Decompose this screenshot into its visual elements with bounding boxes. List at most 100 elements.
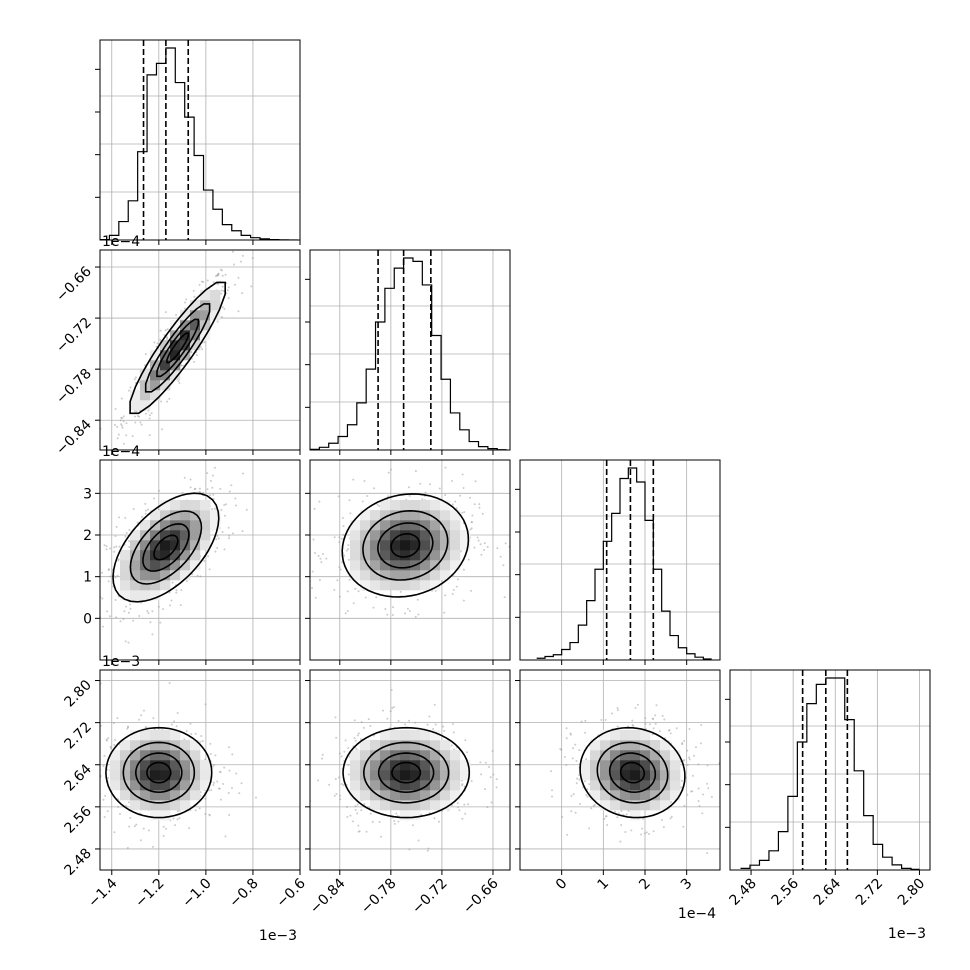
- y-tick-label: −0.66: [53, 263, 95, 305]
- density-cell: [160, 740, 171, 751]
- density-cell: [160, 800, 171, 811]
- density-cell: [120, 550, 131, 561]
- density-cell: [180, 310, 191, 321]
- scatter-point: [124, 605, 127, 608]
- density-cell: [120, 770, 131, 781]
- scatter-point: [566, 833, 569, 836]
- y-tick-label: −0.78: [53, 366, 95, 408]
- x-tick-label: 0: [553, 876, 571, 894]
- scatter-point: [219, 268, 222, 271]
- scatter-point: [192, 289, 195, 292]
- density-cell: [350, 760, 361, 771]
- panel-frame: [99, 249, 301, 451]
- density-cell: [400, 550, 411, 561]
- scatter-point: [175, 313, 178, 316]
- density-cell: [150, 360, 161, 371]
- scatter-point: [694, 746, 697, 749]
- density-cell: [650, 740, 661, 751]
- scatter-point: [357, 830, 360, 833]
- scatter-point: [376, 503, 379, 506]
- scatter-point: [669, 732, 672, 735]
- scatter-point: [353, 719, 356, 722]
- density-cell: [370, 770, 381, 781]
- density-cell: [390, 500, 401, 511]
- scatter-point: [610, 712, 613, 715]
- density-cell: [420, 580, 431, 591]
- scatter-point: [113, 831, 116, 834]
- density-cell: [400, 730, 411, 741]
- scatter-point: [697, 787, 700, 790]
- density-cell: [170, 760, 181, 771]
- density-cell: [590, 760, 601, 771]
- density-cell: [140, 730, 151, 741]
- density-cell: [130, 770, 141, 781]
- scatter-point: [470, 521, 473, 524]
- scatter-point: [414, 470, 417, 473]
- scatter-point: [216, 320, 219, 323]
- density-cell: [400, 560, 411, 571]
- density-cell: [660, 750, 671, 761]
- scatter-point: [461, 473, 464, 476]
- density-cell: [180, 800, 191, 811]
- scatter-point: [132, 619, 135, 622]
- scatter-point: [381, 709, 384, 712]
- scatter-point: [669, 817, 672, 820]
- density-cell: [410, 810, 421, 821]
- scatter-point: [212, 781, 215, 784]
- density-cell: [600, 800, 611, 811]
- density-cell: [180, 350, 191, 361]
- scatter-point: [168, 682, 171, 685]
- scatter-point: [574, 743, 577, 746]
- scatter-point: [166, 400, 169, 403]
- scatter-point: [176, 810, 179, 813]
- scatter-point: [223, 503, 226, 506]
- density-squares: [350, 500, 471, 591]
- scatter-point: [393, 822, 396, 825]
- scatter-point: [101, 571, 104, 574]
- scatter-point: [426, 723, 429, 726]
- scatter-point: [173, 720, 176, 723]
- scatter-point: [183, 307, 186, 310]
- scatter-point: [706, 852, 709, 855]
- density-cell: [150, 540, 161, 551]
- density-cell: [450, 550, 461, 561]
- scatter-point: [641, 827, 644, 830]
- density-cell: [410, 580, 421, 591]
- density-cell: [440, 540, 451, 551]
- density-cell: [630, 790, 641, 801]
- scatter-point: [572, 747, 575, 750]
- scatter-point: [189, 478, 192, 481]
- scatter-point: [124, 516, 127, 519]
- scatter-point: [114, 738, 117, 741]
- scatter-point: [338, 536, 341, 539]
- scatter-point: [495, 786, 498, 789]
- density-cell: [210, 290, 221, 301]
- density-cell: [450, 560, 461, 571]
- x-tick-label: 2.80: [895, 876, 928, 909]
- density-cell: [170, 540, 181, 551]
- density-cell: [620, 780, 631, 791]
- scatter-point: [480, 553, 483, 556]
- density-cell: [200, 290, 211, 301]
- scatter-point: [204, 797, 207, 800]
- density-cell: [170, 350, 181, 361]
- scatter-point: [199, 346, 202, 349]
- contour-0: [105, 726, 213, 819]
- scatter-point: [406, 607, 409, 610]
- density-cell: [170, 800, 181, 811]
- y-tick-label: 2.80: [61, 677, 94, 710]
- scatter-point: [119, 419, 122, 422]
- density-cell: [630, 810, 641, 821]
- density-cell: [430, 800, 441, 811]
- density-cell: [120, 780, 131, 791]
- scatter-point: [463, 511, 466, 514]
- density-cell: [150, 800, 161, 811]
- histogram-panel-0: [95, 39, 301, 245]
- scatter-point: [342, 533, 345, 536]
- density-cell: [460, 770, 471, 781]
- pair-panel-0-1: [95, 249, 301, 455]
- scatter-point: [175, 591, 178, 594]
- scatter-point: [162, 608, 165, 611]
- scatter-point: [222, 289, 225, 292]
- scatter-point: [54, 605, 56, 607]
